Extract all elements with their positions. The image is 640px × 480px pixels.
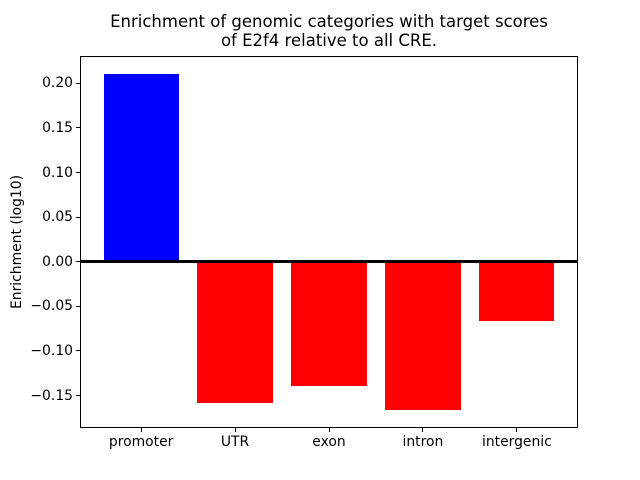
y-tick-label: 0.00 bbox=[42, 253, 73, 270]
chart-title: Enrichment of genomic categories with ta… bbox=[110, 12, 548, 50]
y-tick-mark bbox=[76, 127, 80, 129]
y-tick-label: −0.10 bbox=[30, 342, 73, 359]
x-tick-label: intergenic bbox=[481, 434, 552, 450]
y-tick-mark bbox=[76, 305, 80, 307]
zero-baseline bbox=[81, 260, 577, 263]
x-tick-mark bbox=[422, 428, 424, 432]
x-tick-mark bbox=[140, 428, 142, 432]
y-tick-label: 0.05 bbox=[42, 209, 73, 226]
y-tick-label: 0.10 bbox=[42, 164, 73, 181]
x-tick-label: intron bbox=[402, 434, 444, 450]
y-tick-mark bbox=[76, 395, 80, 396]
y-tick-label: −0.15 bbox=[30, 387, 73, 404]
y-tick-mark bbox=[76, 82, 80, 84]
bar-promoter bbox=[103, 74, 179, 262]
x-tick-mark bbox=[234, 428, 236, 432]
y-tick-label: 0.20 bbox=[42, 75, 73, 92]
x-tick-label: UTR bbox=[220, 434, 250, 450]
y-tick-mark bbox=[76, 261, 80, 263]
y-tick-label: 0.15 bbox=[42, 119, 73, 136]
x-tick-mark bbox=[328, 428, 330, 432]
y-tick-label: −0.05 bbox=[30, 298, 73, 315]
y-tick-mark bbox=[76, 172, 80, 173]
bar-exon bbox=[291, 261, 367, 386]
y-tick-mark bbox=[76, 216, 80, 218]
x-tick-mark bbox=[516, 428, 518, 432]
bar-intron bbox=[385, 261, 461, 410]
bar-UTR bbox=[197, 261, 273, 403]
x-tick-label: promoter bbox=[108, 434, 174, 450]
y-axis-label: Enrichment (log10) bbox=[9, 174, 25, 310]
plot-area: 0.20 0.15 0.10 0.05 0.00 −0.05 −0.10 −0.15 promo… bbox=[30, 56, 578, 450]
y-tick-mark bbox=[76, 350, 80, 352]
x-tick-label: exon bbox=[312, 434, 346, 450]
bar-intergenic bbox=[479, 261, 555, 322]
